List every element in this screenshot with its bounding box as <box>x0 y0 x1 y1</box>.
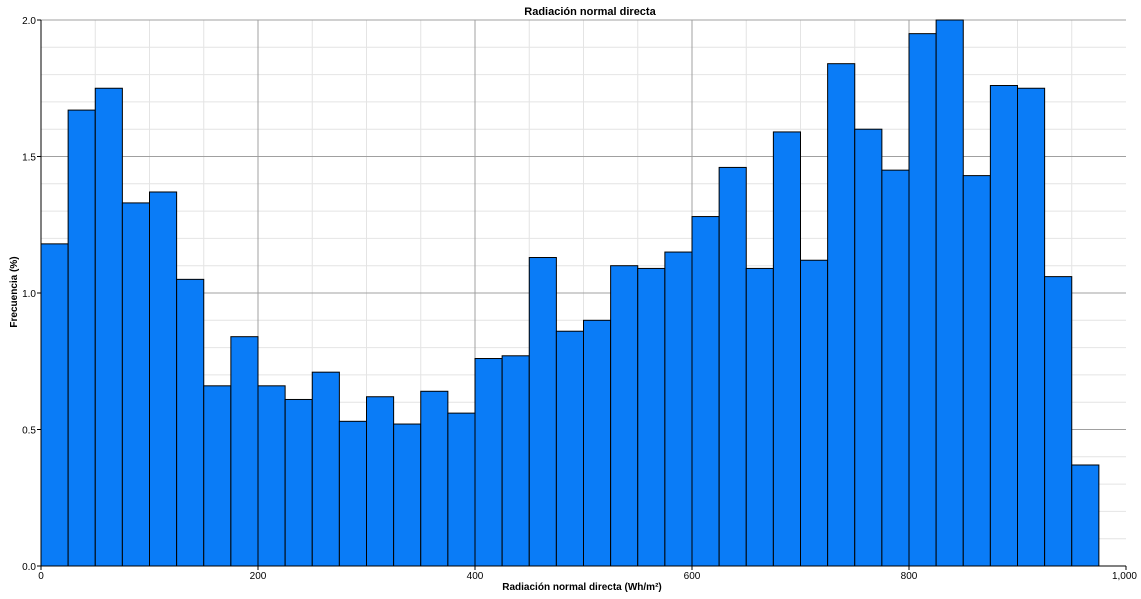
y-tick-label: 1.0 <box>22 289 36 300</box>
histogram-bar <box>989 85 1018 567</box>
histogram-bar <box>149 191 178 567</box>
histogram-bar <box>203 385 232 567</box>
y-tick-label: 0.0 <box>22 562 36 573</box>
histogram-bar <box>745 267 774 567</box>
histogram-bar <box>67 109 96 567</box>
histogram-bar <box>311 371 340 567</box>
bars-layer <box>40 19 1100 567</box>
histogram-bar <box>664 251 693 567</box>
x-tick-label: 600 <box>684 571 701 582</box>
histogram-bar <box>800 259 829 567</box>
histogram-bar <box>338 420 367 567</box>
x-tick-label: 800 <box>901 571 918 582</box>
y-axis-title: Frecuencia (%) <box>9 256 20 327</box>
histogram-bar <box>447 412 476 567</box>
histogram-bar <box>691 216 720 567</box>
x-tick-label: 400 <box>467 571 484 582</box>
histogram-bar <box>637 267 666 567</box>
histogram-bar <box>881 169 910 567</box>
histogram-bar <box>366 396 395 567</box>
x-tick-label: 200 <box>250 571 267 582</box>
histogram-bar <box>610 265 639 567</box>
histogram-bar <box>827 63 856 567</box>
histogram-bar <box>501 355 530 567</box>
histogram-bar <box>935 19 964 567</box>
histogram-bar <box>528 257 557 567</box>
x-tick-label: 0 <box>38 571 44 582</box>
histogram-bar <box>94 87 123 567</box>
histogram-bar <box>908 33 937 567</box>
histogram-bar <box>121 202 150 567</box>
y-tick-label: 2.0 <box>22 16 36 27</box>
y-tick-label: 1.5 <box>22 153 36 164</box>
axes-layer: 0 200 400 600 800 1,000 0.0 0.5 1.0 1.5 2.0 <box>22 16 1137 582</box>
histogram-bar <box>257 385 286 567</box>
histogram-bar <box>772 131 801 567</box>
histogram-bar <box>420 390 449 567</box>
histogram-bar <box>555 330 584 567</box>
histogram-bar <box>962 175 991 567</box>
y-tick-label: 0.5 <box>22 426 36 437</box>
histogram-bar <box>176 278 205 567</box>
x-axis-title: Radiación normal directa (Wh/m²) <box>502 582 661 593</box>
histogram-bar <box>40 243 69 567</box>
histogram-bar <box>718 166 747 567</box>
histogram-bar <box>230 336 259 567</box>
histogram-bar <box>284 398 313 567</box>
histogram-bar <box>583 319 612 567</box>
x-tick-label: 1,000 <box>1112 571 1137 582</box>
histogram-bar <box>1044 276 1073 567</box>
histogram-bar <box>854 128 883 567</box>
histogram-bar <box>1017 87 1046 567</box>
histogram-bar <box>474 358 503 567</box>
histogram-bar <box>393 423 422 567</box>
chart-title: Radiación normal directa <box>524 6 656 18</box>
histogram-bar <box>1071 464 1100 567</box>
